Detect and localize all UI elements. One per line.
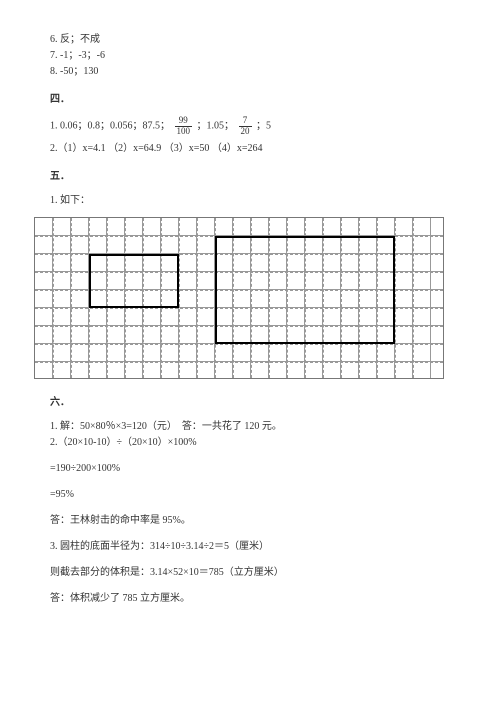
spacer [50, 555, 450, 565]
spacer [50, 477, 450, 487]
s6-l3: =190÷200×100% [50, 461, 450, 477]
spacer [50, 451, 450, 461]
s6-l8: 答：体积减少了 785 立方厘米。 [50, 591, 450, 607]
grid-hline [35, 344, 443, 345]
s4-row1-c: ；5 [256, 121, 271, 132]
page: 6. 反；不成 7. -1；-3；-6 8. -50；130 四． 1. 0.0… [0, 0, 500, 707]
grid-vline [413, 218, 414, 378]
spacer [50, 529, 450, 539]
ans-6: 6. 反；不成 [50, 32, 450, 48]
spacer [50, 581, 450, 591]
grid-vline [395, 218, 396, 378]
grid-vline [53, 218, 54, 378]
grid-hline [35, 362, 443, 363]
fraction-7-20: 7 20 [239, 116, 252, 137]
section-6-title: 六． [50, 395, 450, 411]
grid-vline [71, 218, 72, 378]
s6-l2: 2.（20×10-10）÷（20×10）×100% [50, 435, 450, 451]
grid-vline [197, 218, 198, 378]
s6-l5: 答：王林射击的命中率是 95%。 [50, 513, 450, 529]
s6-l4: =95% [50, 487, 450, 503]
ans-8: 8. -50；130 [50, 64, 450, 80]
fraction-99-100: 99 100 [175, 116, 193, 137]
s6-l6: 3. 圆柱的底面半径为：314÷10÷3.14÷2＝5（厘米） [50, 539, 450, 555]
figure-wrap [34, 217, 450, 379]
s6-l7: 则截去部分的体积是：3.14×52×10＝785（立方厘米） [50, 565, 450, 581]
rect-large [215, 236, 395, 344]
s6-l1: 1. 解：50×80％×3=120（元） 答：一共花了 120 元。 [50, 419, 450, 435]
section-4-title: 四． [50, 92, 450, 108]
frac-den: 20 [239, 127, 252, 137]
s4-row2-text: 2.（1）x=4.1 （2）x=64.9 （3）x=50 （4）x=264 [50, 143, 263, 154]
s4-row2: 2.（1）x=4.1 （2）x=64.9 （3）x=50 （4）x=264 [50, 141, 450, 157]
s4-row1: 1. 0.06；0.8；0.056；87.5； 99 100 ；1.05； 7 … [50, 116, 450, 137]
s5-line1: 1. 如下： [50, 193, 450, 209]
ans-7: 7. -1；-3；-6 [50, 48, 450, 64]
s4-row1-a: 1. 0.06；0.8；0.056；87.5； [50, 121, 170, 132]
grid-figure [34, 217, 444, 379]
grid-vline [179, 218, 180, 378]
section-5-title: 五． [50, 169, 450, 185]
spacer [50, 503, 450, 513]
s4-row1-b: ；1.05； [197, 121, 235, 132]
frac-den: 100 [175, 127, 193, 137]
rect-small [89, 254, 179, 308]
